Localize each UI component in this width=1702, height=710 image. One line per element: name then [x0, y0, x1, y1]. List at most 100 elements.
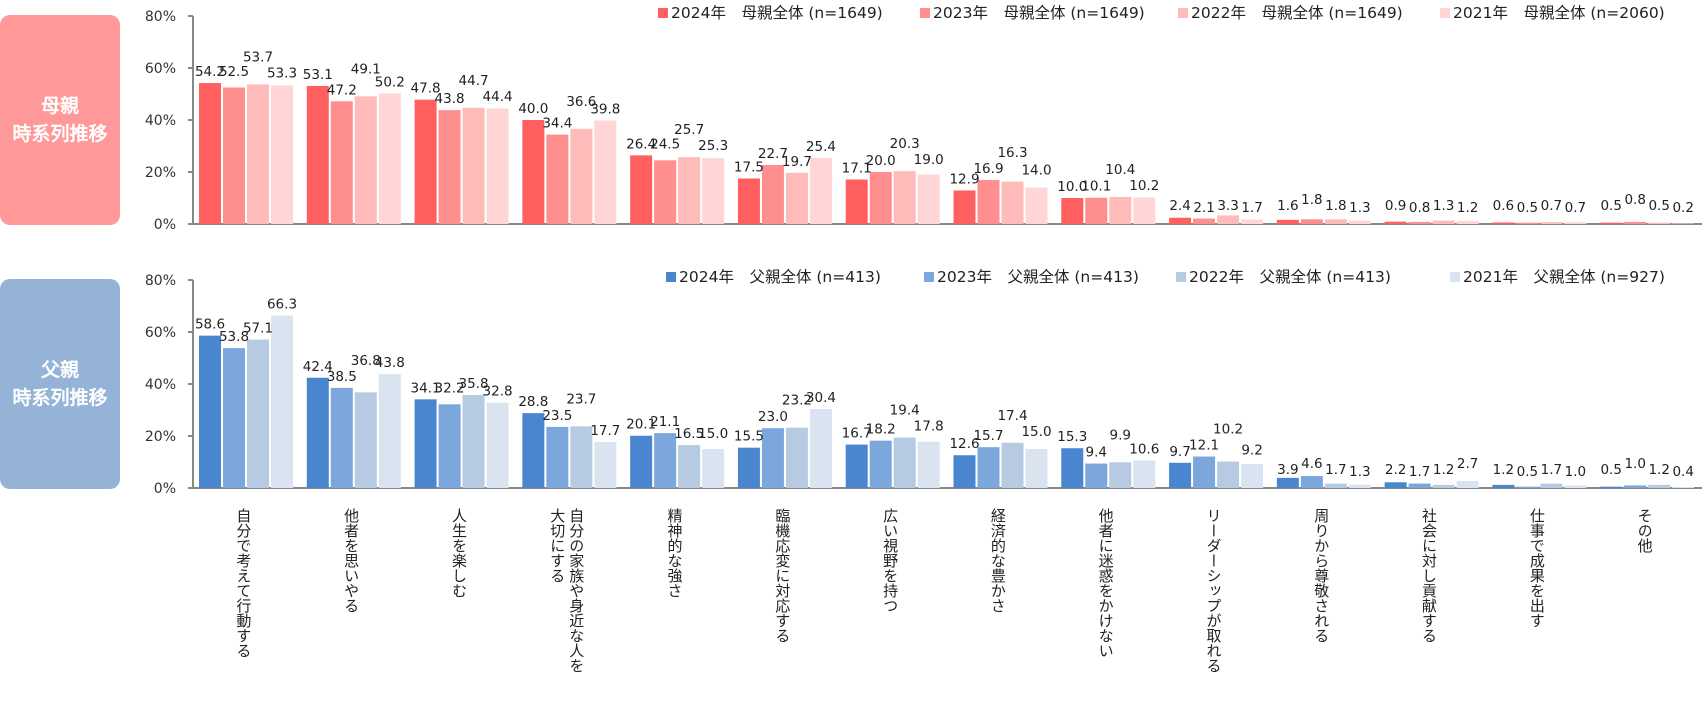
father-data-label: 9.4 — [1086, 445, 1107, 461]
mother-data-label: 0.7 — [1565, 200, 1586, 216]
category-label: 他者に迷惑をかけない — [1096, 508, 1115, 658]
father-data-label: 1.7 — [1541, 462, 1562, 478]
father-data-label: 42.4 — [303, 359, 333, 375]
father-bar — [630, 435, 653, 488]
father-bar — [378, 374, 401, 488]
father-data-label: 9.9 — [1110, 427, 1131, 443]
mother-bar — [1564, 222, 1587, 224]
mother-data-label: 25.4 — [806, 139, 836, 155]
mother-legend-item: 2023年 母親全体 (n=1649) — [920, 4, 1145, 22]
father-bar — [522, 413, 545, 488]
father-data-label: 21.1 — [650, 414, 680, 430]
mother-bar — [330, 101, 353, 224]
mother-data-label: 47.2 — [327, 82, 357, 98]
father-bar — [702, 449, 725, 488]
father-data-label: 1.3 — [1349, 464, 1370, 480]
father-bar — [1516, 486, 1539, 488]
father-bar — [1540, 483, 1563, 488]
mother-bar — [737, 178, 760, 224]
mother-bar — [654, 160, 677, 224]
category-label: 他者を思いやる — [342, 508, 361, 613]
mother-bar — [1432, 220, 1455, 224]
father-bar — [1276, 477, 1299, 488]
father-bar — [845, 444, 868, 488]
father-data-label: 1.7 — [1409, 464, 1430, 480]
mother-data-label: 39.8 — [590, 102, 620, 118]
father-bar — [1169, 462, 1192, 488]
mother-data-label: 47.8 — [411, 81, 441, 97]
mother-data-label: 0.2 — [1672, 200, 1693, 216]
father-data-label: 10.2 — [1213, 422, 1243, 438]
legend-label: 2023年 母親全体 (n=1649) — [933, 4, 1145, 22]
father-data-label: 66.3 — [267, 297, 297, 313]
father-bar — [1492, 484, 1515, 488]
legend-swatch — [924, 272, 934, 282]
father-y-tick-label: 20% — [145, 429, 176, 445]
mother-data-label: 50.2 — [375, 74, 405, 90]
mother-bar — [1516, 222, 1539, 224]
mother-data-label: 20.0 — [866, 153, 896, 169]
mother-data-label: 1.7 — [1241, 200, 1262, 216]
father-data-label: 35.8 — [459, 376, 489, 392]
father-bar — [1408, 483, 1431, 488]
mother-bar — [1600, 222, 1623, 224]
mother-data-label: 0.6 — [1493, 198, 1514, 214]
father-data-label: 3.9 — [1277, 462, 1298, 478]
mother-bar — [1492, 222, 1515, 224]
father-data-label: 12.6 — [949, 436, 979, 452]
mother-data-label: 10.0 — [1057, 179, 1087, 195]
father-y-tick-label: 0% — [154, 481, 176, 497]
mother-data-label: 53.7 — [243, 49, 273, 65]
father-bar — [462, 394, 485, 488]
mother-data-label: 16.3 — [997, 145, 1027, 161]
mother-legend-item: 2021年 母親全体 (n=2060) — [1440, 4, 1665, 22]
mother-bar — [594, 120, 617, 224]
mother-bar — [1672, 223, 1695, 224]
mother-bar — [354, 96, 377, 224]
mother-data-label: 25.7 — [674, 122, 704, 138]
mother-bar — [1109, 196, 1132, 224]
father-data-label: 57.1 — [243, 321, 273, 337]
mother-bar — [486, 108, 509, 224]
father-data-label: 32.2 — [435, 380, 465, 396]
father-bar — [414, 399, 437, 488]
mother-data-label: 10.1 — [1081, 179, 1111, 195]
mother-bar — [522, 120, 545, 224]
mother-panel-label: 母親 時系列推移 — [0, 15, 120, 225]
mother-bar — [1241, 219, 1264, 224]
mother-bar — [630, 155, 653, 224]
father-data-label: 28.8 — [518, 394, 548, 410]
father-data-label: 23.0 — [758, 409, 788, 425]
mother-data-label: 10.4 — [1105, 162, 1135, 178]
mother-bar — [546, 134, 569, 224]
category-label: 経済的な豊かさ — [988, 508, 1007, 613]
mother-data-label: 1.3 — [1349, 200, 1370, 216]
legend-label: 2021年 母親全体 (n=2060) — [1453, 4, 1665, 22]
mother-bar — [1624, 221, 1647, 224]
mother-bar — [1276, 219, 1299, 224]
mother-data-label: 24.5 — [650, 136, 680, 152]
father-bar — [1672, 486, 1695, 488]
mother-data-label: 0.8 — [1624, 192, 1645, 208]
mother-bar — [1169, 217, 1192, 224]
father-bar — [737, 447, 760, 488]
mother-data-label: 16.9 — [973, 161, 1003, 177]
father-bar — [330, 387, 353, 488]
father-y-tick-label: 60% — [145, 325, 176, 341]
father-data-label: 15.0 — [698, 426, 728, 442]
mother-panel-label-text: 母親 時系列推移 — [12, 95, 108, 145]
father-bar — [1085, 463, 1108, 488]
father-legend-item: 2022年 父親全体 (n=413) — [1176, 268, 1391, 286]
father-data-label: 23.2 — [782, 393, 812, 409]
mother-data-label: 0.5 — [1648, 198, 1669, 214]
father-bar — [869, 440, 892, 488]
father-data-label: 36.8 — [351, 353, 381, 369]
mother-data-label: 25.3 — [698, 138, 728, 154]
father-bar — [546, 426, 569, 488]
legend-swatch — [1450, 272, 1460, 282]
father-bar — [271, 315, 293, 488]
father-bar — [809, 408, 832, 488]
father-bar — [223, 348, 245, 488]
father-bar — [893, 437, 916, 488]
mother-bar — [785, 172, 808, 224]
